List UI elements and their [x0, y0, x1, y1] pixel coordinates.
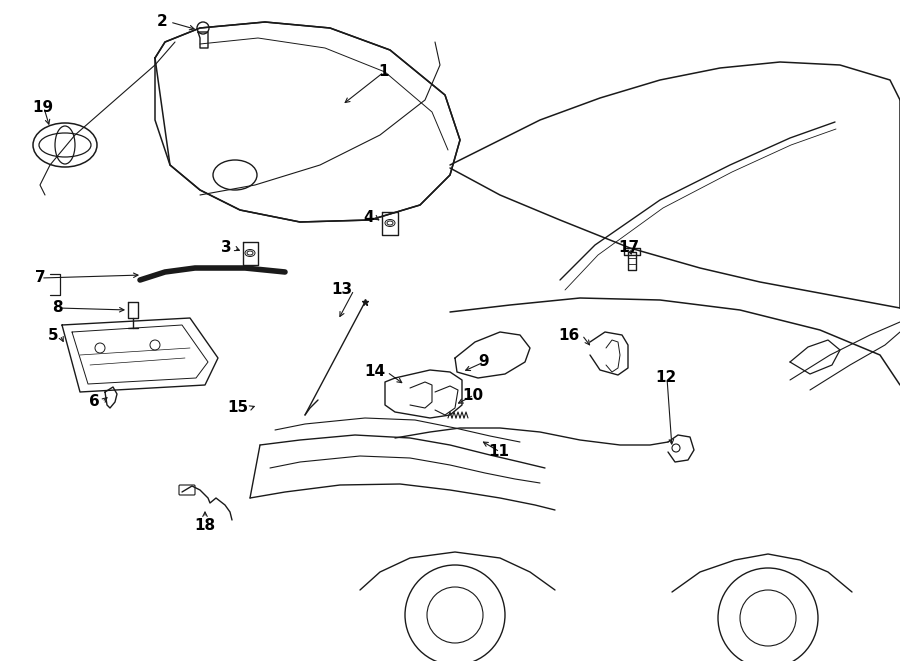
- Text: 17: 17: [618, 241, 639, 256]
- Text: 7: 7: [35, 270, 46, 286]
- Text: 12: 12: [655, 371, 676, 385]
- Text: 9: 9: [478, 354, 489, 369]
- Text: 3: 3: [221, 241, 232, 256]
- Text: 11: 11: [488, 444, 509, 459]
- Text: 10: 10: [462, 387, 483, 403]
- Text: 13: 13: [331, 282, 352, 297]
- Text: 16: 16: [559, 327, 580, 342]
- Text: 1: 1: [378, 65, 389, 79]
- Text: 6: 6: [89, 395, 100, 410]
- Text: 4: 4: [364, 210, 374, 225]
- Text: 14: 14: [364, 364, 385, 379]
- Text: 2: 2: [158, 15, 168, 30]
- Text: 15: 15: [227, 401, 248, 416]
- Text: 8: 8: [52, 301, 63, 315]
- Text: 19: 19: [32, 100, 53, 116]
- Text: 5: 5: [48, 327, 58, 342]
- Text: 18: 18: [194, 518, 216, 533]
